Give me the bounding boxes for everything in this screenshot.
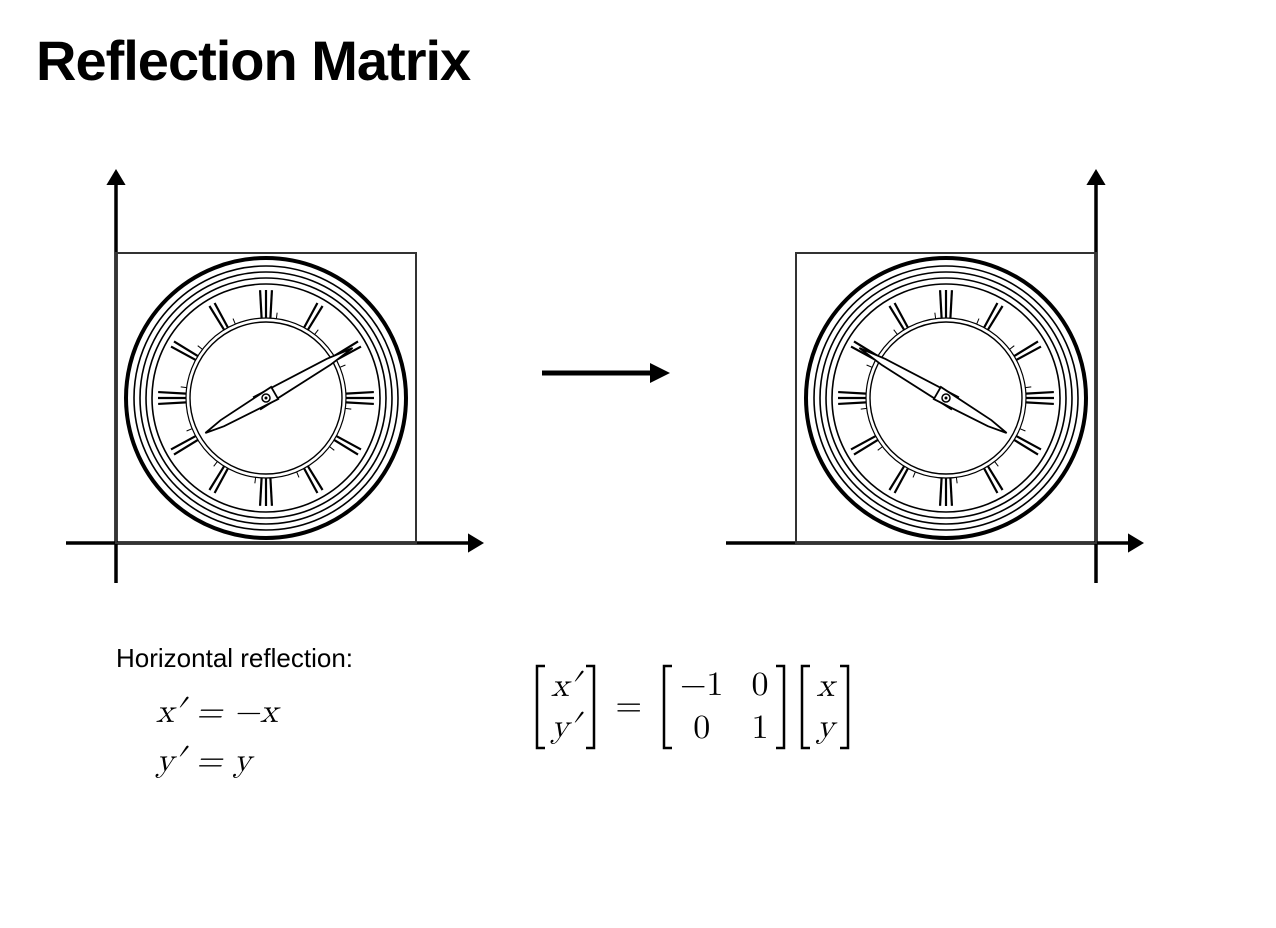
vec-in-x: x bbox=[816, 666, 834, 707]
mat-11: −1 bbox=[680, 665, 723, 706]
vec-in-y: y bbox=[816, 707, 834, 748]
mat-22: 1 bbox=[751, 708, 768, 749]
eq-line-1: x′ = −x bbox=[156, 688, 353, 737]
mat-12: 0 bbox=[751, 665, 768, 706]
scalar-equations: Horizontal reflection: x′ = −x y′ = y bbox=[116, 643, 353, 787]
equals-sign: = bbox=[608, 686, 650, 727]
diagram-row bbox=[56, 153, 1240, 593]
vec-out-x: x′ bbox=[551, 666, 580, 707]
mat-21: 0 bbox=[680, 708, 723, 749]
page-title: Reflection Matrix bbox=[36, 28, 1240, 93]
vec-out-y: y′ bbox=[551, 707, 580, 748]
matrix-equation: x′ y′ = −1 0 0 1 x y bbox=[533, 663, 852, 751]
reflection-label: Horizontal reflection: bbox=[116, 643, 353, 674]
left-panel bbox=[56, 153, 496, 593]
eq-line-2: y′ = y bbox=[156, 737, 353, 786]
transform-arrow bbox=[536, 353, 676, 393]
right-panel bbox=[716, 153, 1156, 593]
equations-row: Horizontal reflection: x′ = −x y′ = y x′… bbox=[116, 643, 1240, 787]
